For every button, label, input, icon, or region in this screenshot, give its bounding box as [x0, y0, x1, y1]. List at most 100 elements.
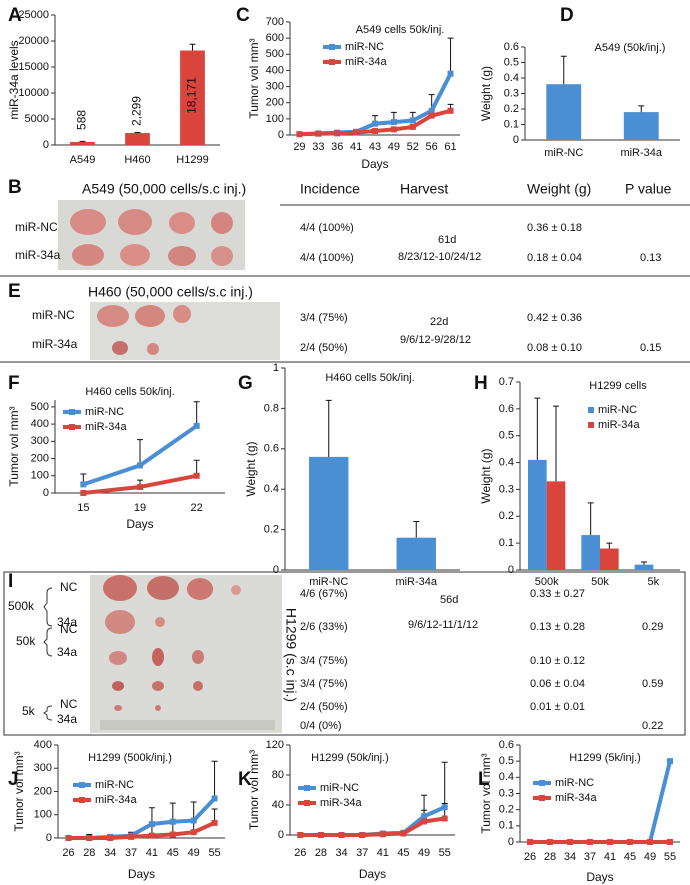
legend-marker — [588, 422, 594, 428]
cell: 4/4 (100%) — [300, 222, 354, 234]
x-tick-label: 33 — [312, 141, 324, 153]
y-tick-label: 0.4 — [499, 456, 514, 468]
y-tick-label: 0.1 — [499, 537, 514, 549]
point — [400, 830, 407, 837]
cell: 0.42 ± 0.36 — [527, 312, 582, 324]
panel-letter: K — [238, 769, 252, 790]
panel-letter: F — [8, 373, 20, 394]
chart-title: H1299 cells — [589, 380, 647, 392]
y-tick-label: 200 — [266, 97, 284, 109]
point — [193, 422, 200, 429]
legend-label: miR-34a — [95, 794, 137, 806]
y-tick-label: 0.2 — [499, 804, 514, 816]
chart-title: A549 cells 50k/inj. — [356, 24, 445, 36]
error-bar — [169, 802, 176, 822]
point — [334, 130, 341, 137]
y-tick-label: 0.6 — [499, 403, 514, 415]
row-label: 34a — [57, 645, 77, 659]
cell: 0.59 — [642, 678, 663, 690]
y-tick-label: 0.4 — [499, 771, 514, 783]
point — [128, 833, 135, 840]
data-label: 2,299 — [130, 96, 144, 126]
point — [421, 818, 428, 825]
point — [296, 131, 303, 138]
table-title: H460 (50,000 cells/s.c inj.) — [88, 284, 253, 300]
cell: 2/6 (33%) — [300, 621, 348, 633]
group-label: 500k — [8, 599, 35, 613]
point — [390, 126, 397, 133]
error-bar — [137, 439, 143, 466]
chart-title: H460 cells 50k/inj. — [325, 372, 414, 384]
row-label: NC — [60, 622, 78, 636]
point — [338, 832, 345, 838]
error-bar — [189, 43, 196, 51]
row-label: NC — [60, 580, 78, 594]
point — [137, 483, 143, 490]
y-tick-label: 0.5 — [504, 56, 519, 68]
panel-letter: L — [478, 769, 490, 790]
point — [86, 835, 93, 841]
point — [107, 835, 114, 841]
table-title: A549 (50,000 cells/s.c inj.) — [82, 181, 246, 197]
legend-marker — [69, 424, 75, 430]
legend-label: miR-NC — [85, 406, 124, 418]
point — [547, 839, 553, 845]
group-label: 50k — [16, 634, 36, 648]
x-tick-label: 45 — [397, 847, 409, 859]
legend-marker — [588, 407, 594, 413]
column-header: Incidence — [300, 181, 360, 197]
error-bar — [534, 397, 541, 460]
point — [372, 120, 378, 127]
row-label: NC — [60, 697, 78, 711]
x-tick-label: 26 — [294, 847, 306, 859]
x-tick-label: 5k — [648, 576, 660, 588]
y-axis-label: Tumor vol mm³ — [479, 753, 493, 833]
photo — [58, 200, 245, 270]
point — [169, 818, 176, 825]
cell: 0.01 ± 0.01 — [530, 701, 585, 713]
point — [447, 70, 454, 77]
cell: 3/4 (75%) — [300, 312, 348, 324]
bar — [125, 133, 150, 145]
cell: 0.36 ± 0.18 — [527, 222, 582, 234]
point — [527, 839, 533, 845]
error-bar — [413, 521, 420, 538]
x-tick-label: 49 — [644, 851, 656, 863]
legend-marker — [69, 409, 75, 415]
y-tick-label: 200 — [31, 452, 49, 464]
row-label: miR-NC — [32, 308, 75, 322]
bar — [180, 50, 205, 145]
point — [667, 758, 673, 765]
y-tick-label: 0 — [46, 832, 52, 844]
y-tick-label: 80 — [272, 769, 284, 781]
point — [65, 835, 72, 841]
y-tick-label: 20000 — [18, 35, 49, 47]
y-axis-label: Tumor vol mm³ — [7, 406, 21, 486]
cell: 0.29 — [642, 621, 663, 633]
error-bar — [606, 542, 613, 549]
legend-marker — [329, 59, 335, 65]
x-tick-label: 34 — [564, 851, 576, 863]
x-axis-label: Days — [586, 870, 613, 884]
x-tick-label: 29 — [293, 141, 305, 153]
x-tick-label: 41 — [350, 141, 362, 153]
cell: 2/4 (50%) — [300, 701, 348, 713]
photo — [90, 302, 280, 360]
group-label: 5k — [22, 704, 36, 718]
x-tick-label: 52 — [407, 141, 419, 153]
table-title: H1299 (s.c inj.) — [283, 608, 299, 702]
y-tick-label: 0 — [278, 829, 284, 841]
bracket — [43, 587, 53, 721]
y-axis-label: Weight (g) — [244, 441, 258, 496]
bar — [70, 141, 95, 145]
cell: 0.08 ± 0.10 — [527, 342, 582, 354]
point — [647, 839, 653, 845]
point — [627, 839, 633, 845]
bar — [581, 535, 600, 570]
error-bar — [553, 405, 559, 482]
column-header: Harvest — [400, 181, 448, 197]
legend-label: miR-NC — [598, 404, 637, 416]
photo — [90, 575, 282, 733]
